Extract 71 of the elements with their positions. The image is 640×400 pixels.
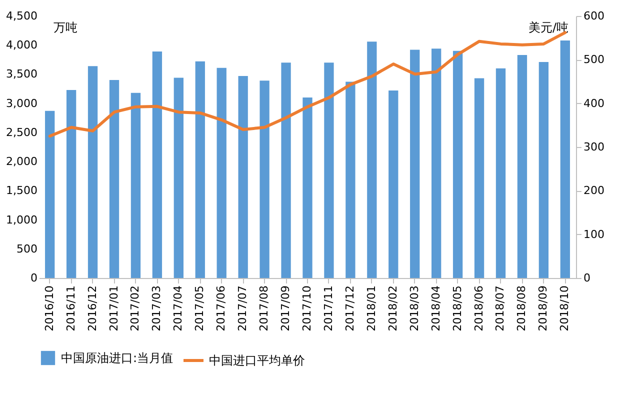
bar [195,61,205,278]
bar [88,66,98,278]
y2-tick-label: 600 [584,10,604,22]
x-tick-label: 2018/10 [558,286,572,332]
bar [66,90,76,278]
x-tick-label: 2018/02 [386,286,400,332]
y-tick-label: 2,500 [6,126,38,139]
y2-tick-label: 200 [584,184,604,198]
bar [324,62,334,278]
bar [302,98,312,278]
y2-tick-label: 500 [584,53,604,66]
x-tick-label: 2017/01 [107,286,120,332]
x-tick-label: 2018/03 [408,286,421,332]
x-tick-label: 2016/10 [42,286,56,332]
bar [130,92,141,278]
y-tick-label: 3,500 [6,68,38,81]
x-tick-label: 2018/06 [472,286,486,332]
legend-label: 中国进口平均单价 [209,354,305,368]
bar [517,55,528,278]
y2-tick-label: 100 [584,228,604,241]
bar [260,80,270,278]
x-tick-label: 2017/04 [172,286,185,332]
bar [496,68,506,278]
y-tick-label: 0 [30,272,38,284]
bar [238,76,248,278]
y2-tick-label: 0 [584,272,590,284]
y2-axis-title: 美元/吨 [528,20,568,34]
bar [109,80,120,278]
bar [431,48,442,278]
y-tick-label: 4,000 [6,38,38,52]
y-tick-label: 1,000 [6,213,38,226]
x-tick-label: 2018/04 [429,286,442,332]
y-tick-label: 500 [16,242,38,256]
x-tick-label: 2017/11 [322,286,335,332]
bar [281,62,291,278]
x-tick-label: 2017/03 [150,286,164,332]
x-tick-label: 2018/08 [515,286,528,332]
x-tick-label: 2017/08 [258,286,271,332]
x-tick-label: 2017/02 [128,286,142,332]
x-tick-label: 2017/05 [193,286,206,332]
x-tick-label: 2018/09 [536,286,550,332]
y-tick-label: 2,000 [6,155,38,168]
x-tick-label: 2018/05 [450,286,464,332]
x-tick-label: 2017/06 [214,286,228,332]
bar [152,52,162,278]
bar [474,78,484,278]
y-tick-label: 1,500 [6,184,38,198]
bar [346,82,356,278]
bar [388,90,398,278]
bar [452,50,463,278]
bar [538,62,549,278]
x-tick-label: 2017/07 [236,286,250,332]
bar [174,78,184,278]
bar [560,40,570,278]
y-tick-label: 3,000 [6,96,38,110]
y2-tick-label: 300 [584,140,604,154]
bar [216,68,226,278]
bar [45,110,55,278]
x-tick-label: 2016/12 [86,286,99,332]
bar [410,50,420,278]
y-axis-title: 万吨 [54,20,78,34]
x-tick-label: 2017/10 [300,286,314,332]
x-tick-label: 2018/01 [364,286,378,332]
legend-label: 中国原油进口:当月值 [61,351,174,365]
bar [367,42,377,278]
y2-tick-label: 400 [584,96,604,110]
x-tick-label: 2016/11 [64,286,78,332]
x-tick-label: 2017/09 [279,286,292,332]
x-tick-label: 2017/12 [343,286,356,332]
x-tick-label: 2018/07 [494,286,507,332]
y-tick-label: 4,500 [6,10,38,22]
